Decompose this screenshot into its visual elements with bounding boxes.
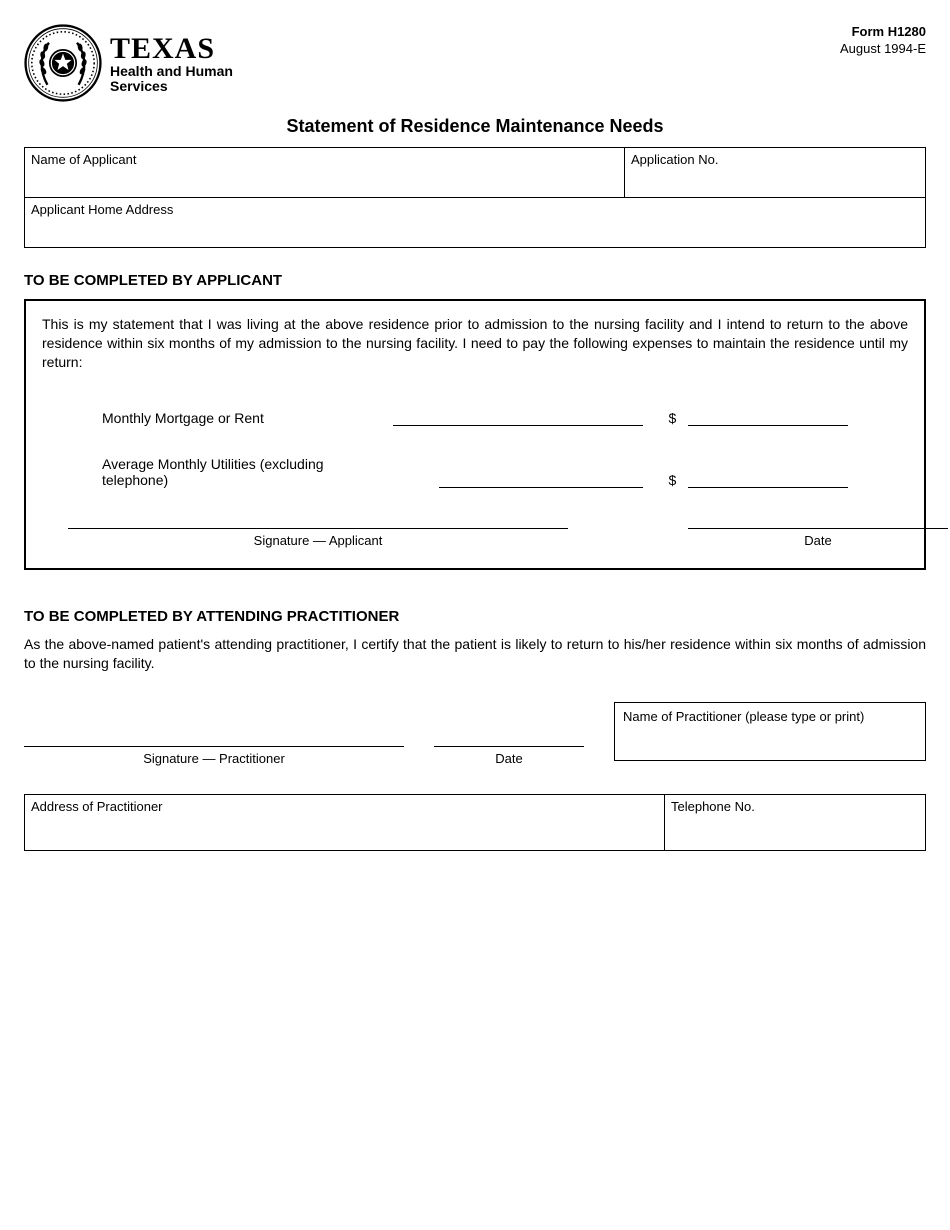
logo-text: TEXAS Health and Human Services bbox=[110, 33, 233, 94]
applicant-signature-label: Signature — Applicant bbox=[68, 528, 568, 548]
applicant-signature-row: Signature — Applicant Date bbox=[68, 528, 882, 548]
expense-amount-line-2[interactable] bbox=[688, 470, 848, 488]
form-date: August 1994-E bbox=[840, 41, 926, 58]
dollar-sign-1: $ bbox=[663, 410, 682, 426]
agency-line-1: Health and Human bbox=[110, 64, 233, 79]
practitioner-telephone-field[interactable]: Telephone No. bbox=[665, 795, 925, 850]
applicant-section-box: This is my statement that I was living a… bbox=[24, 299, 926, 570]
state-seal-icon bbox=[24, 24, 102, 102]
practitioner-contact-row: Address of Practitioner Telephone No. bbox=[24, 794, 926, 851]
applicant-name-field[interactable]: Name of Applicant bbox=[25, 148, 625, 197]
applicant-date-label: Date bbox=[688, 528, 948, 548]
expense-table: Monthly Mortgage or Rent $ Average Month… bbox=[102, 408, 848, 488]
expense-amount-line-1[interactable] bbox=[688, 408, 848, 426]
application-no-field[interactable]: Application No. bbox=[625, 148, 925, 197]
practitioner-address-field[interactable]: Address of Practitioner bbox=[25, 795, 665, 850]
practitioner-date-label: Date bbox=[434, 746, 584, 766]
home-address-field[interactable]: Applicant Home Address bbox=[24, 198, 926, 248]
practitioner-signature-block[interactable]: Signature — Practitioner bbox=[24, 702, 404, 766]
practitioner-date-block[interactable]: Date bbox=[434, 702, 584, 766]
page-title: Statement of Residence Maintenance Needs bbox=[24, 116, 926, 137]
applicant-statement: This is my statement that I was living a… bbox=[42, 315, 908, 372]
expense-label-utilities: Average Monthly Utilities (excluding tel… bbox=[102, 456, 389, 488]
expense-row-mortgage: Monthly Mortgage or Rent $ bbox=[102, 408, 848, 426]
applicant-signature-block[interactable]: Signature — Applicant bbox=[68, 528, 568, 548]
practitioner-statement: As the above-named patient's attending p… bbox=[24, 635, 926, 673]
logo-block: TEXAS Health and Human Services bbox=[24, 24, 233, 102]
expense-row-utilities: Average Monthly Utilities (excluding tel… bbox=[102, 456, 848, 488]
section-applicant-heading: TO BE COMPLETED BY APPLICANT bbox=[24, 272, 926, 289]
agency-line-2: Services bbox=[110, 79, 233, 94]
expense-label-mortgage: Monthly Mortgage or Rent bbox=[102, 410, 389, 426]
state-name: TEXAS bbox=[110, 33, 233, 65]
applicant-info-row: Name of Applicant Application No. bbox=[24, 147, 926, 198]
expense-desc-line-2[interactable] bbox=[439, 470, 643, 488]
expense-desc-line-1[interactable] bbox=[393, 408, 643, 426]
practitioner-top-row: Signature — Practitioner Date Name of Pr… bbox=[24, 702, 926, 766]
form-number: Form H1280 bbox=[840, 24, 926, 41]
section-practitioner-heading: TO BE COMPLETED BY ATTENDING PRACTITIONE… bbox=[24, 608, 926, 625]
form-meta: Form H1280 August 1994-E bbox=[840, 24, 926, 58]
practitioner-name-field[interactable]: Name of Practitioner (please type or pri… bbox=[614, 702, 926, 761]
applicant-date-block[interactable]: Date bbox=[688, 528, 948, 548]
header: TEXAS Health and Human Services Form H12… bbox=[24, 24, 926, 102]
practitioner-signature-label: Signature — Practitioner bbox=[24, 746, 404, 766]
dollar-sign-2: $ bbox=[663, 472, 682, 488]
